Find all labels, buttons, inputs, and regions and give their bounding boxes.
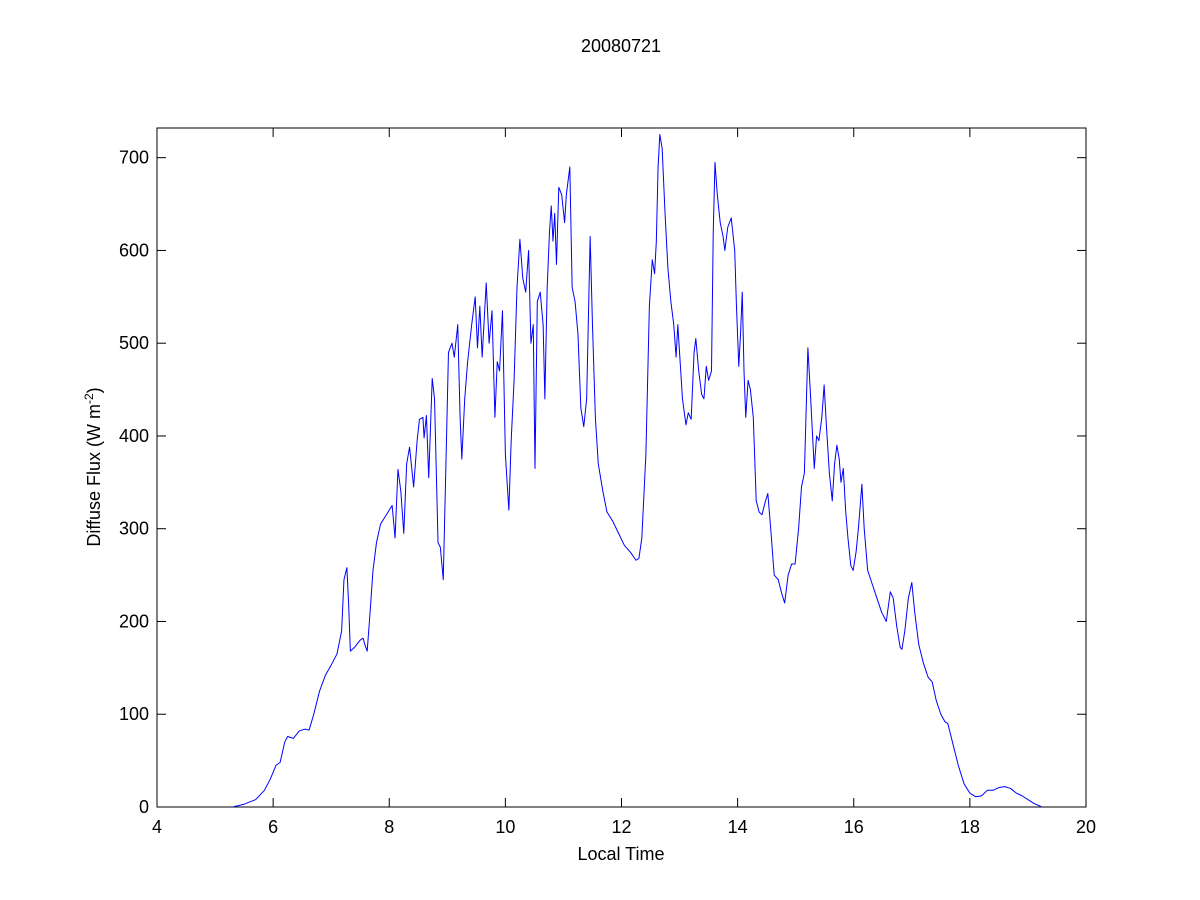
y-tick-label: 200 (119, 611, 149, 631)
x-tick-label: 14 (728, 817, 748, 837)
x-tick-label: 12 (611, 817, 631, 837)
plot-frame (156, 127, 1087, 808)
x-tick-label: 4 (152, 817, 162, 837)
y-axis-label-main: Diffuse Flux (W m (84, 404, 104, 547)
chart-title: 20080721 (581, 36, 661, 56)
x-tick-label: 18 (960, 817, 980, 837)
y-tick-label: 100 (119, 704, 149, 724)
x-tick-label: 6 (268, 817, 278, 837)
y-axis-label: Diffuse Flux (W m-2) (82, 387, 104, 546)
y-tick-label: 300 (119, 519, 149, 539)
x-tick-label: 10 (495, 817, 515, 837)
y-axis-label-end: ) (84, 387, 104, 393)
x-axis-label: Local Time (577, 844, 664, 864)
y-axis-label-exponent: -2 (82, 393, 96, 404)
y-tick-label: 0 (139, 797, 149, 817)
y-tick-label: 700 (119, 148, 149, 168)
x-tick-label: 16 (844, 817, 864, 837)
data-line (232, 133, 1043, 808)
y-tick-label: 500 (119, 333, 149, 353)
y-tick-label: 400 (119, 426, 149, 446)
x-tick-label: 8 (384, 817, 394, 837)
x-tick-label: 20 (1076, 817, 1096, 837)
y-tick-label: 600 (119, 240, 149, 260)
